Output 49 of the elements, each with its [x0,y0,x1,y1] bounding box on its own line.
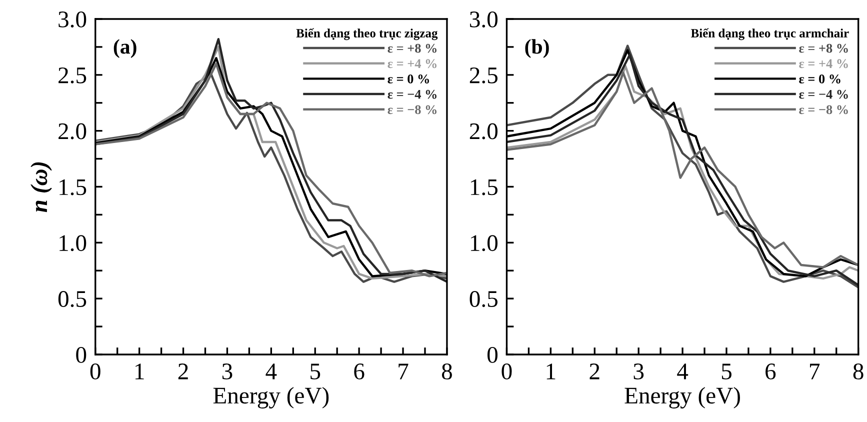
x-tick-label: 8 [442,363,452,380]
x-tick-label: 4 [266,364,277,380]
x-tick-label: 1 [546,364,556,380]
text: ε = 0 % [799,74,840,84]
x-tick-label: 2 [178,364,188,380]
x-tick-label: 3 [634,364,644,380]
text: ε = +4 % [388,59,436,68]
y-tick-label: 2.0 [470,123,498,140]
text: ε = +8 % [799,44,848,53]
y-tick-label: 0.5 [470,291,498,308]
x-tick-label: 1 [135,364,144,380]
text: ε = −8 % [388,105,436,114]
y-tick-label: 1.0 [470,235,498,252]
y-tick-label: 1.0 [60,235,86,252]
x-axis-title: Energy (eV) [624,387,740,408]
y-tick-label: 2.0 [58,123,86,140]
y-tick-label: 3.0 [58,11,86,28]
text: ε = +4 % [799,59,848,68]
y-tick-label: 2.5 [470,67,498,84]
legend-title: Biến dạng theo trục zigzag [296,28,438,40]
y-tick-label: 1.5 [60,179,86,196]
y-axis-title: n (ω) [30,162,52,212]
y-tick-label: 1.5 [470,179,498,196]
x-tick-label: 7 [810,364,820,380]
x-tick-label: 8 [853,363,864,380]
x-axis-title: Energy (eV) [213,387,329,408]
y-tick-label: 0.5 [58,291,86,308]
x-tick-label: 0 [90,363,100,380]
x-tick-label: 0 [502,363,512,380]
x-tick-label: 3 [222,364,232,380]
text: ε = +8 % [388,44,436,53]
x-tick-label: 5 [310,364,320,380]
text: ε = −4 % [799,90,848,99]
text: ε = −4 % [388,90,436,99]
text: ε = −8 % [799,105,848,114]
text: (a) [114,39,136,58]
x-tick-label: 6 [766,364,776,380]
y-tick-label: 2.5 [58,67,86,84]
y-tick-label: 3.0 [470,11,498,28]
x-tick-label: 6 [354,364,364,380]
text: (b) [525,39,549,58]
text: ε = 0 % [388,74,429,84]
legend-title: Biến dạng theo trục armchair [690,28,849,40]
y-tick-label: 0 [76,346,86,363]
x-tick-label: 4 [677,364,688,380]
x-tick-label: 5 [722,364,732,380]
y-tick-label: 0 [487,346,498,363]
x-tick-label: 7 [398,364,408,380]
x-tick-label: 2 [590,364,600,380]
